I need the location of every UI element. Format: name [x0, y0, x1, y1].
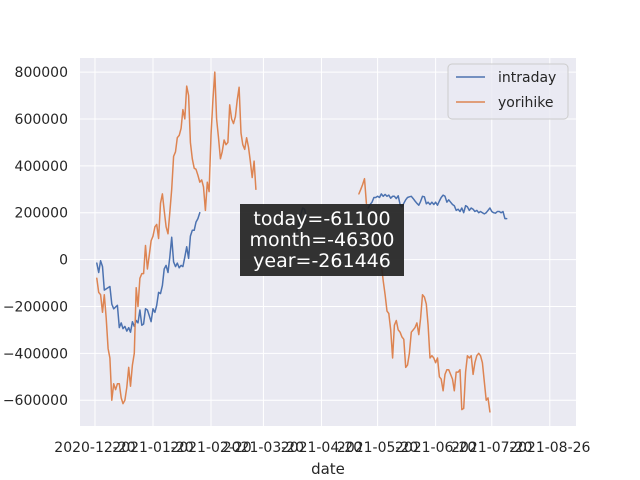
y-tick-label: 200000: [15, 206, 68, 222]
x-axis-ticks: 2020-12-202021-01-202021-02-202021-03-20…: [54, 440, 590, 456]
annotation-today: today=-61100: [253, 208, 390, 230]
annotation-year: year=-261446: [253, 250, 391, 272]
x-tick-label: 2021-07-20: [451, 440, 532, 456]
x-tick-label: 2021-01-20: [112, 440, 193, 456]
y-tick-label: −600000: [3, 393, 68, 409]
series-line-yorihike: [96, 71, 257, 405]
x-tick-label: 2020-12-20: [54, 440, 135, 456]
y-tick-label: −400000: [3, 346, 68, 362]
annotation-month: month=-46300: [250, 229, 395, 251]
legend-label-intraday: intraday: [498, 70, 556, 86]
series-line-yorihike: [358, 177, 368, 205]
x-tick-label: 2021-04-20: [281, 440, 362, 456]
y-tick-label: 400000: [15, 159, 68, 175]
legend: intraday yorihike: [447, 63, 569, 120]
x-tick-label: 2021-02-20: [170, 440, 251, 456]
legend-label-yorihike: yorihike: [498, 95, 553, 111]
x-tick-label: 2021-03-20: [223, 440, 304, 456]
x-tick-label: 2021-08-26: [509, 440, 590, 456]
y-axis-ticks: −600000 −400000 −200000 0 200000 400000 600000…: [3, 65, 68, 409]
y-tick-label: 0: [59, 253, 68, 269]
value-annotation: today=-61100 month=-46300 year=-261446: [240, 204, 404, 276]
y-tick-label: 800000: [15, 65, 68, 81]
series-line-yorihike: [380, 263, 491, 413]
series-line-intraday: [367, 193, 508, 220]
series-line-intraday: [96, 211, 201, 333]
x-tick-label: 2021-06-20: [395, 440, 476, 456]
x-axis-label: date: [311, 460, 345, 478]
annotation-box: [240, 204, 404, 276]
x-tick-label: 2021-05-20: [337, 440, 418, 456]
y-tick-label: −200000: [3, 299, 68, 315]
y-tick-label: 600000: [15, 112, 68, 128]
